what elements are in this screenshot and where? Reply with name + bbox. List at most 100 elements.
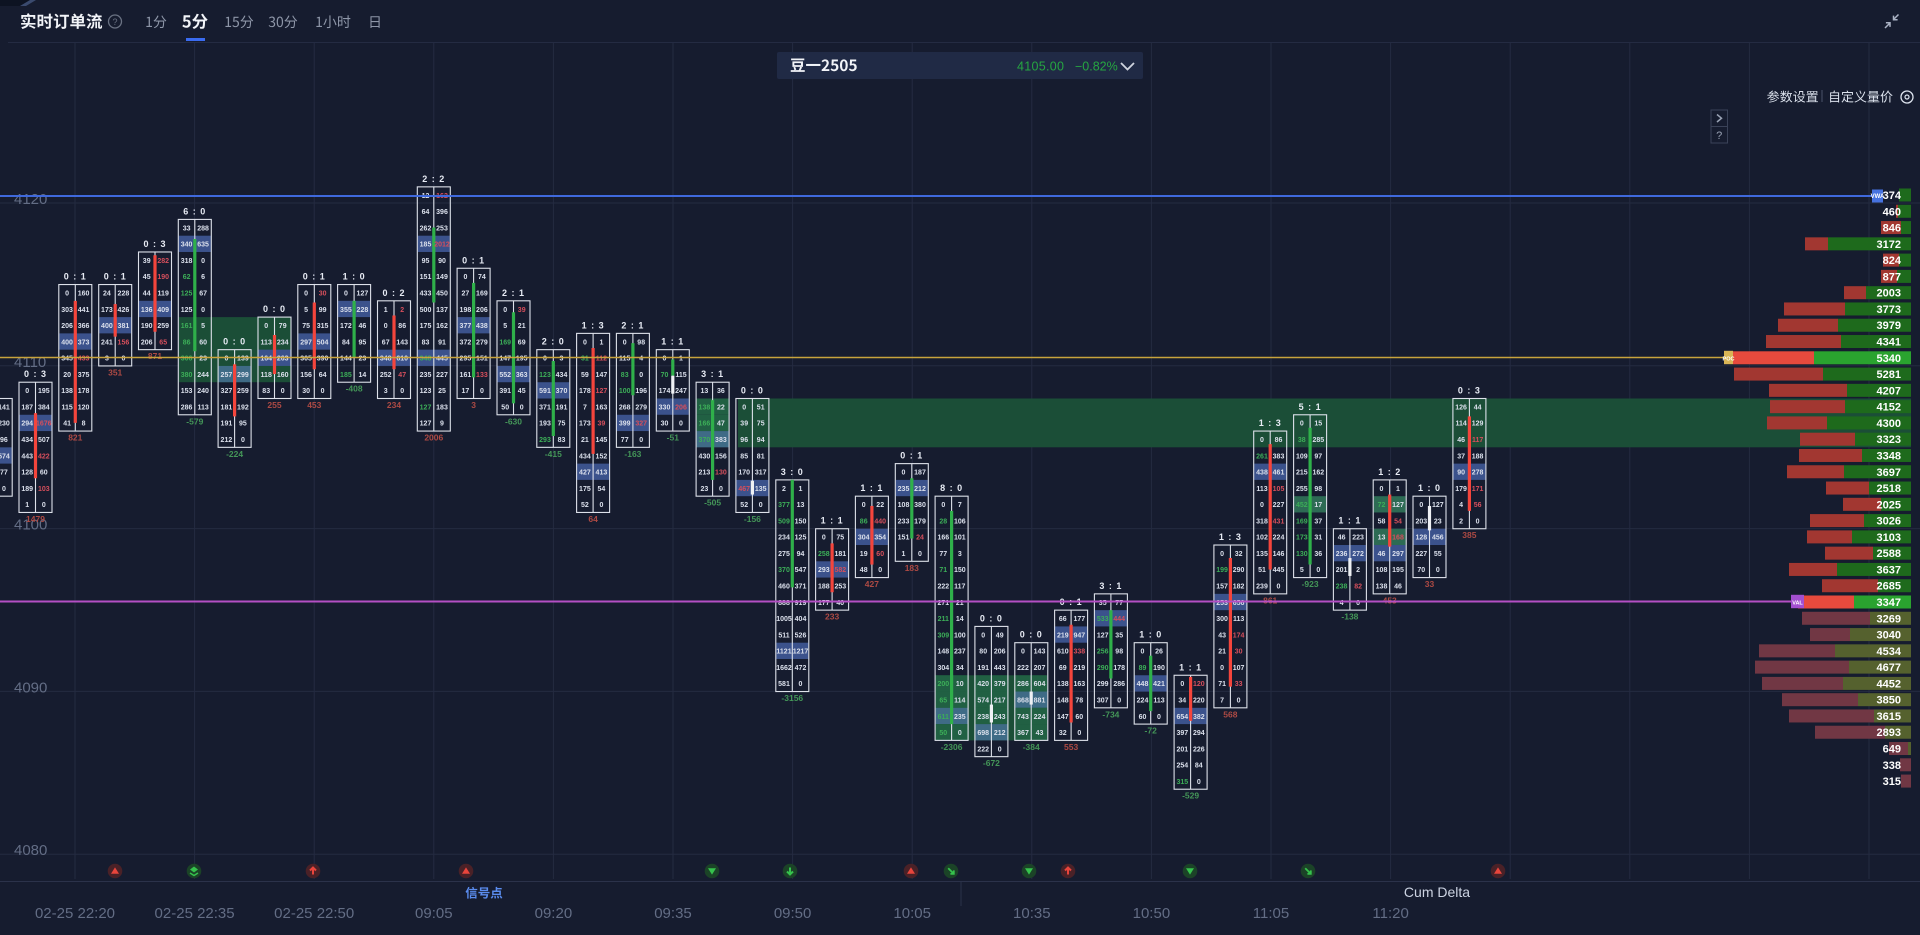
svg-text:500: 500 [420,307,432,314]
svg-text:300: 300 [1216,616,1228,623]
svg-text:255: 255 [1296,486,1308,493]
svg-text:27: 27 [462,290,470,297]
svg-text:271: 271 [937,600,949,607]
svg-text:241: 241 [101,339,113,346]
svg-text:21: 21 [581,437,589,444]
svg-text:3: 3 [560,356,564,363]
svg-text:223: 223 [1352,535,1364,542]
svg-text:-923: -923 [1302,579,1319,589]
svg-text:297: 297 [300,339,312,346]
svg-text:94: 94 [757,437,765,444]
svg-text:120: 120 [1193,681,1205,688]
svg-text:290: 290 [1097,665,1109,672]
svg-text:189: 189 [21,486,33,493]
svg-text:83: 83 [262,388,270,395]
svg-text:195: 195 [516,356,528,363]
svg-text:-579: -579 [186,416,203,426]
svg-text:217: 217 [994,697,1006,704]
svg-text:64: 64 [422,209,430,216]
svg-text:127: 127 [1097,632,1109,639]
svg-text:0: 0 [1197,779,1201,786]
svg-text:233: 233 [898,518,910,525]
svg-text:2893: 2893 [1877,727,1901,739]
svg-text:222: 222 [1017,665,1029,672]
svg-text:4: 4 [1340,600,1344,607]
svg-text:3026: 3026 [1877,516,1901,528]
svg-text:294: 294 [1193,730,1205,737]
svg-text:37: 37 [1314,518,1322,525]
svg-text:3348: 3348 [1877,450,1901,462]
svg-text:212: 212 [914,486,926,493]
svg-text:430: 430 [699,453,711,460]
svg-text:574: 574 [977,697,989,704]
svg-text:34: 34 [1178,697,1186,704]
svg-text:440: 440 [874,518,886,525]
svg-text:145: 145 [596,437,608,444]
svg-text:-505: -505 [704,498,721,508]
svg-text:163: 163 [1073,681,1085,688]
svg-text:175: 175 [579,486,591,493]
svg-text:363: 363 [516,372,528,379]
svg-text:282: 282 [157,258,169,265]
svg-text:156: 156 [300,372,312,379]
svg-text:254: 254 [1176,763,1188,770]
svg-text:69: 69 [1059,665,1067,672]
svg-text:381: 381 [118,323,130,330]
svg-text:24: 24 [916,535,924,542]
svg-text:0: 0 [281,388,285,395]
svg-text:49: 49 [996,632,1004,639]
svg-text:2 : 0: 2 : 0 [542,337,565,347]
svg-text:98: 98 [637,339,645,346]
svg-text:444: 444 [1113,616,1125,623]
svg-text:315: 315 [1176,779,1188,786]
svg-text:234: 234 [277,339,289,346]
svg-text:453: 453 [307,400,321,410]
svg-text:0: 0 [1476,518,1480,525]
svg-text:90: 90 [438,258,446,265]
svg-text:75: 75 [836,535,844,542]
svg-text:285: 285 [1312,437,1324,444]
svg-text:1 : 3: 1 : 3 [1219,532,1242,542]
svg-text:178: 178 [78,388,90,395]
svg-text:-415: -415 [545,449,562,459]
svg-text:0: 0 [384,323,388,330]
svg-text:174: 174 [659,388,671,395]
svg-text:96: 96 [740,437,748,444]
svg-text:4090: 4090 [14,679,47,696]
svg-text:511: 511 [778,632,789,639]
svg-text:0 : 3: 0 : 3 [24,369,47,379]
svg-text:94: 94 [797,551,805,558]
svg-text:1 : 0: 1 : 0 [1139,630,1162,640]
svg-text:125: 125 [181,290,193,297]
svg-text:25: 25 [438,388,446,395]
svg-text:148: 148 [1057,697,1069,704]
svg-text:-734: -734 [1102,709,1119,719]
svg-text:286: 286 [1113,681,1125,688]
svg-text:74: 74 [478,274,486,281]
svg-text:113: 113 [1153,697,1164,704]
svg-text:533: 533 [1097,616,1109,623]
svg-text:207: 207 [1034,665,1046,672]
svg-text:24: 24 [103,290,111,297]
svg-text:138: 138 [61,388,73,395]
svg-text:222: 222 [977,746,989,753]
svg-text:0: 0 [941,502,945,509]
svg-text:256: 256 [1097,649,1109,656]
svg-text:427: 427 [865,579,879,589]
svg-text:247: 247 [675,388,687,395]
svg-text:0 : 1: 0 : 1 [64,272,87,282]
svg-text:3103: 3103 [1877,532,1901,544]
svg-text:233: 233 [825,612,839,622]
svg-text:115: 115 [675,372,686,379]
svg-text:919: 919 [795,600,807,607]
svg-text:-51: -51 [667,433,680,443]
svg-text:84: 84 [342,339,350,346]
svg-text:611: 611 [938,714,949,721]
svg-text:871: 871 [148,351,162,361]
svg-text:315: 315 [317,323,329,330]
svg-text:377: 377 [778,502,790,509]
svg-text:95: 95 [422,258,430,265]
svg-text:71: 71 [1218,681,1226,688]
svg-text:226: 226 [1193,746,1205,753]
svg-text:4: 4 [1459,502,1463,509]
